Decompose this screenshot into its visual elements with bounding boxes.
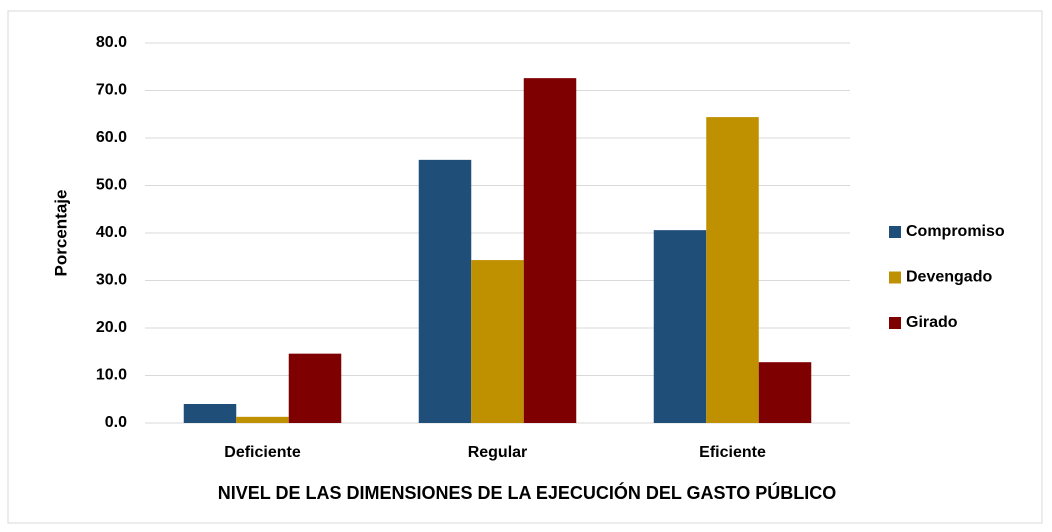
bar xyxy=(288,353,342,423)
bar xyxy=(523,78,577,424)
bar xyxy=(471,260,524,423)
y-tick-label: 60.0 xyxy=(96,129,127,146)
legend-swatch xyxy=(889,226,901,238)
y-tick-label: 0.0 xyxy=(105,414,127,431)
x-tick-label: Eficiente xyxy=(699,444,766,461)
legend-label: Girado xyxy=(906,314,958,331)
y-tick-label: 10.0 xyxy=(96,367,127,384)
bar xyxy=(758,362,812,423)
bar xyxy=(706,117,759,423)
x-tick-label: Deficiente xyxy=(224,444,301,461)
y-axis-title: Porcentaje xyxy=(51,190,70,277)
bar xyxy=(236,416,289,423)
legend-swatch xyxy=(889,271,901,284)
x-axis-title: NIVEL DE LAS DIMENSIONES DE LA EJECUCIÓN… xyxy=(218,482,836,503)
x-tick-label: Regular xyxy=(468,444,528,461)
bar xyxy=(183,404,237,423)
y-tick-label: 40.0 xyxy=(96,224,127,241)
legend-label: Devengado xyxy=(906,269,992,286)
y-tick-label: 80.0 xyxy=(96,34,127,51)
legend-swatch xyxy=(889,317,901,329)
y-tick-label: 20.0 xyxy=(96,319,127,336)
bar xyxy=(418,159,472,423)
y-tick-label: 70.0 xyxy=(96,82,127,99)
y-tick-label: 50.0 xyxy=(96,177,127,194)
bar xyxy=(653,230,707,423)
y-tick-label: 30.0 xyxy=(96,272,127,289)
legend-label: Compromiso xyxy=(906,223,1005,240)
